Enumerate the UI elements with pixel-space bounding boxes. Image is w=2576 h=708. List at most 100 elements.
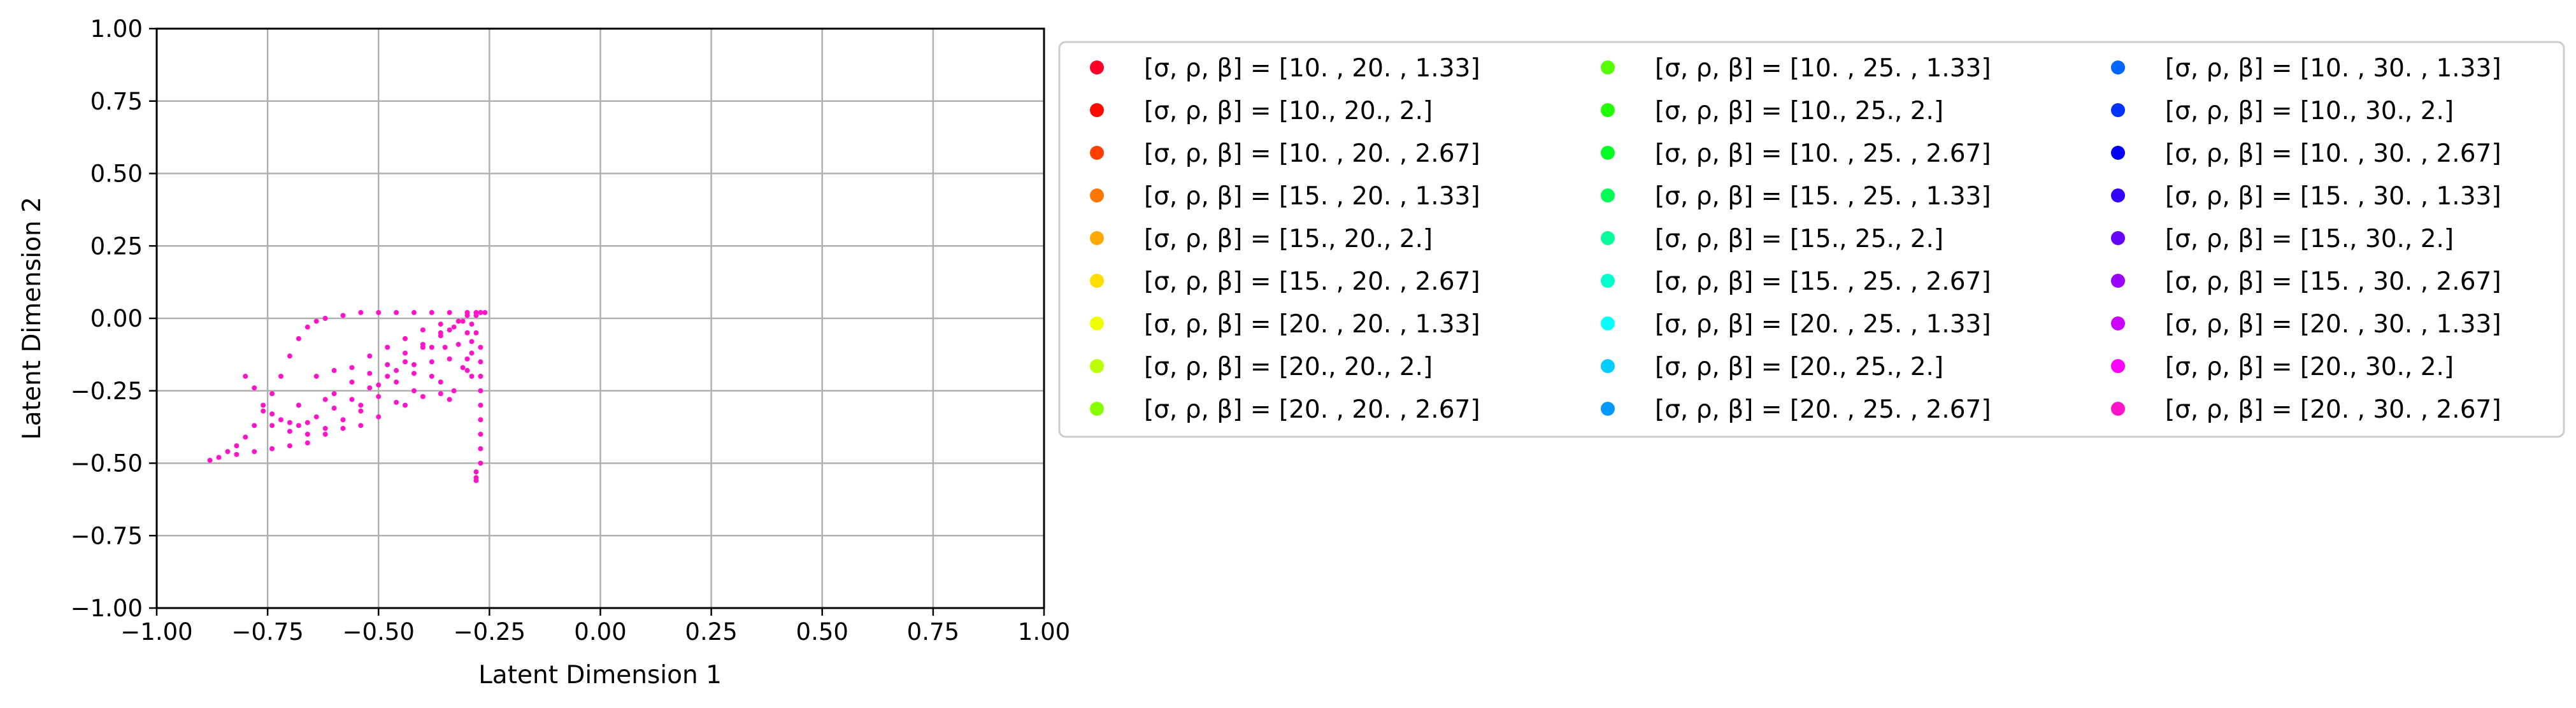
x-tick-label: 0.50 xyxy=(796,618,848,646)
data-point xyxy=(473,330,479,336)
legend-entry: [σ, ρ, β] = [20., 30., 2.] xyxy=(2111,353,2454,381)
legend-entry: [σ, ρ, β] = [15. , 30. , 1.33] xyxy=(2111,182,2501,211)
y-axis-ticks: 1.00 0.75 0.50 0.25 0.00 −0.25 −0.50 −0.75 −1.00 xyxy=(71,15,157,622)
legend-entry: [σ, ρ, β] = [20. , 25. , 2.67] xyxy=(1601,395,1991,424)
data-point xyxy=(287,420,292,425)
legend-entry: [σ, ρ, β] = [10. , 20. , 2.67] xyxy=(1090,139,1480,168)
data-point xyxy=(261,408,266,414)
data-point xyxy=(376,382,382,388)
legend-marker xyxy=(2111,146,2125,160)
data-point xyxy=(269,423,275,428)
legend-label: [σ, ρ, β] = [10., 20., 2.] xyxy=(1144,97,1433,125)
legend-marker xyxy=(2111,103,2125,117)
legend-label: [σ, ρ, β] = [15., 30., 2.] xyxy=(2165,225,2454,253)
x-tick-label: −0.50 xyxy=(343,618,415,646)
data-point xyxy=(403,359,408,365)
data-point xyxy=(438,379,443,385)
legend-marker xyxy=(1090,274,1104,288)
data-point xyxy=(358,402,364,408)
data-point xyxy=(478,446,483,451)
x-tick-label: −1.00 xyxy=(120,618,192,646)
legend-marker xyxy=(1090,188,1104,202)
data-point xyxy=(478,374,483,379)
data-point xyxy=(411,371,417,376)
legend-entry: [σ, ρ, β] = [10. , 25. , 1.33] xyxy=(1601,54,1991,83)
legend-entry: [σ, ρ, β] = [15., 20., 2.] xyxy=(1090,225,1433,253)
data-point xyxy=(464,330,470,336)
data-point xyxy=(269,446,275,451)
data-point xyxy=(473,478,479,483)
data-point xyxy=(455,318,461,324)
legend-marker xyxy=(2111,231,2125,245)
data-point xyxy=(287,443,292,449)
data-point xyxy=(322,432,328,437)
legend-marker xyxy=(1090,60,1104,74)
data-point xyxy=(207,457,213,463)
legend-label: [σ, ρ, β] = [15. , 25. , 2.67] xyxy=(1655,267,1991,296)
legend-marker xyxy=(2111,316,2125,330)
data-point xyxy=(478,432,483,437)
data-point xyxy=(296,336,301,341)
legend-frame xyxy=(1058,41,2565,438)
y-tick-label: −1.00 xyxy=(71,595,143,622)
legend-marker xyxy=(1090,146,1104,160)
legend-label: [σ, ρ, β] = [10. , 30. , 1.33] xyxy=(2165,54,2501,83)
data-point xyxy=(340,313,346,318)
data-point xyxy=(367,353,373,359)
data-point xyxy=(252,423,257,428)
data-point xyxy=(469,350,475,356)
data-point xyxy=(473,469,479,475)
legend-label: [σ, ρ, β] = [10. , 25. , 2.67] xyxy=(1655,139,1991,168)
legend-entry: [σ, ρ, β] = [10., 25., 2.] xyxy=(1601,97,1943,125)
data-point xyxy=(304,432,310,437)
data-point xyxy=(447,397,452,402)
legend-marker xyxy=(1601,188,1615,202)
data-point xyxy=(478,359,483,365)
legend-label: [σ, ρ, β] = [10., 25., 2.] xyxy=(1655,97,1943,125)
data-point xyxy=(429,309,434,315)
legend-marker xyxy=(2111,60,2125,74)
legend-entry: [σ, ρ, β] = [15. , 20. , 2.67] xyxy=(1090,267,1480,296)
data-point xyxy=(478,309,483,315)
data-point xyxy=(261,402,266,408)
data-point xyxy=(420,327,426,333)
x-tick-label: 1.00 xyxy=(1018,618,1070,646)
legend-label: [σ, ρ, β] = [20., 25., 2.] xyxy=(1655,353,1943,381)
x-tick-label: −0.25 xyxy=(454,618,526,646)
data-point xyxy=(460,365,466,371)
legend: [σ, ρ, β] = [10. , 20. , 1.33] [σ, ρ, β] … xyxy=(1058,41,2565,438)
x-tick-label: 0.75 xyxy=(907,618,959,646)
legend-marker xyxy=(1090,103,1104,117)
data-point xyxy=(464,356,470,362)
data-point xyxy=(313,374,319,379)
legend-label: [σ, ρ, β] = [15., 20., 2.] xyxy=(1144,225,1433,253)
data-point xyxy=(358,423,364,428)
data-point xyxy=(216,455,222,460)
data-point xyxy=(269,391,275,397)
legend-entry: [σ, ρ, β] = [10. , 30. , 2.67] xyxy=(2111,139,2501,168)
legend-entry: [σ, ρ, β] = [15. , 25. , 1.33] xyxy=(1601,182,1991,211)
legend-entry: [σ, ρ, β] = [20. , 30. , 2.67] xyxy=(2111,395,2501,424)
legend-label: [σ, ρ, β] = [20. , 25. , 2.67] xyxy=(1655,395,1991,424)
data-point xyxy=(420,341,426,347)
data-point xyxy=(322,425,328,431)
y-tick-label: 0.50 xyxy=(90,160,143,188)
data-point xyxy=(420,393,426,399)
x-axis-ticks: −1.00 −0.75 −0.50 −0.25 0.00 0.25 0.50 0.75 1.00 xyxy=(120,608,1070,646)
data-point xyxy=(385,362,390,367)
data-point xyxy=(358,309,364,315)
data-point xyxy=(234,443,240,449)
y-tick-label: −0.75 xyxy=(71,522,143,549)
data-point xyxy=(438,391,443,397)
legend-entry: [σ, ρ, β] = [15. , 30. , 2.67] xyxy=(2111,267,2501,296)
legend-label: [σ, ρ, β] = [15., 25., 2.] xyxy=(1655,225,1943,253)
data-point xyxy=(278,374,284,379)
data-point xyxy=(411,362,417,367)
legend-label: [σ, ρ, β] = [20. , 30. , 1.33] xyxy=(2165,310,2501,339)
data-point xyxy=(349,397,355,402)
legend-entry: [σ, ρ, β] = [10., 30., 2.] xyxy=(2111,97,2454,125)
data-point xyxy=(304,420,310,425)
data-point xyxy=(447,356,452,362)
legend-label: [σ, ρ, β] = [15. , 30. , 2.67] xyxy=(2165,267,2501,296)
data-point xyxy=(403,336,408,341)
